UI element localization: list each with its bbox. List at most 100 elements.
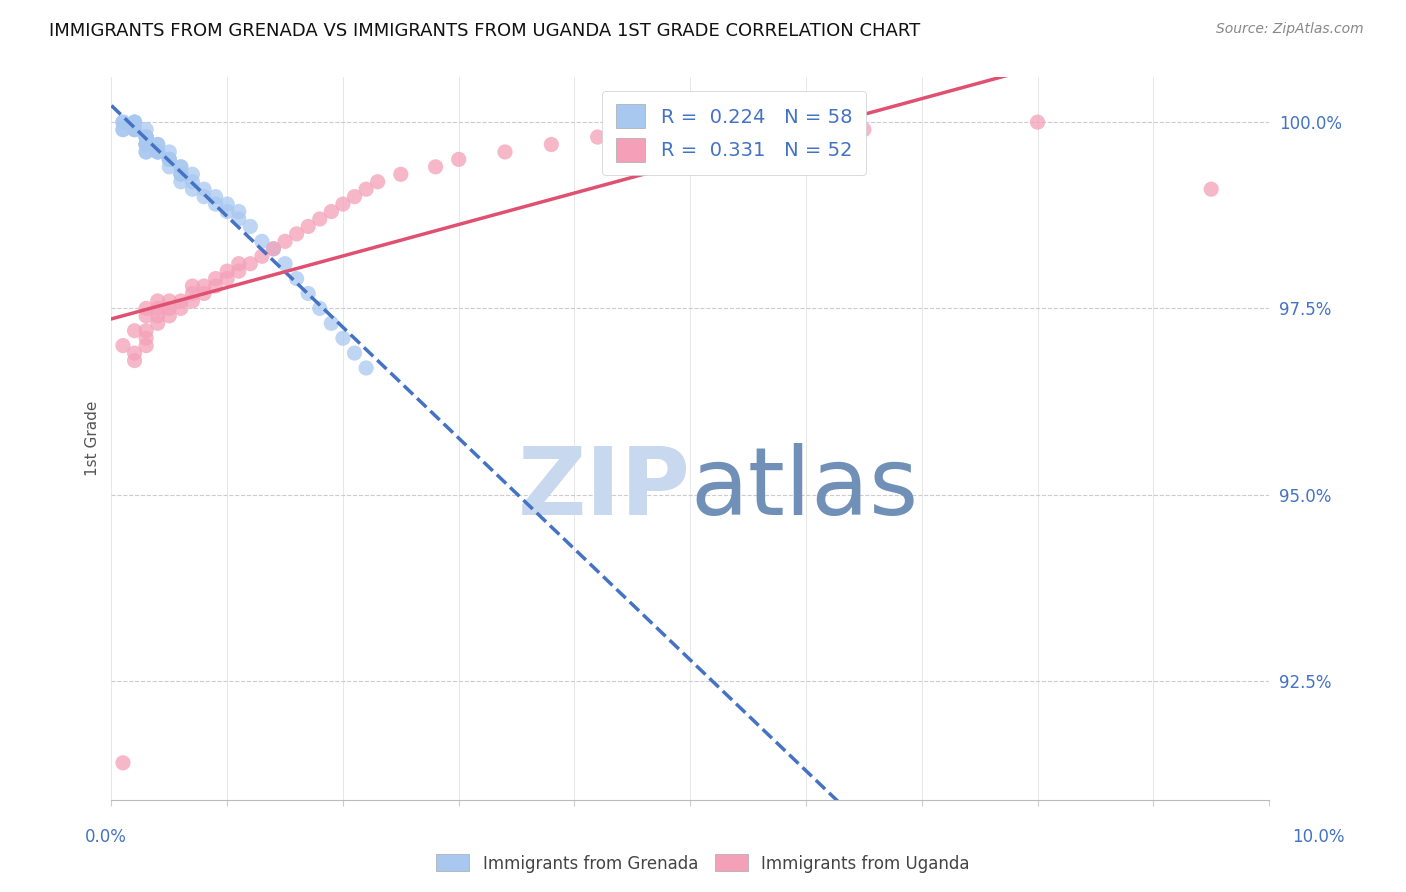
Point <box>343 189 366 203</box>
Point <box>540 137 562 152</box>
Point <box>157 301 180 316</box>
Point <box>135 130 157 145</box>
Point <box>181 279 204 293</box>
Point <box>239 257 262 271</box>
Text: 10.0%: 10.0% <box>1292 828 1346 846</box>
Point <box>135 137 157 152</box>
Point <box>135 122 157 136</box>
Point <box>124 346 146 360</box>
Point <box>111 338 134 352</box>
Point <box>228 257 250 271</box>
Point <box>146 145 169 159</box>
Point <box>135 145 157 159</box>
Point <box>367 175 389 189</box>
Point <box>494 145 516 159</box>
Legend: Immigrants from Grenada, Immigrants from Uganda: Immigrants from Grenada, Immigrants from… <box>429 847 977 880</box>
Point <box>135 324 157 338</box>
Point <box>135 137 157 152</box>
Point <box>124 122 146 136</box>
Point <box>250 235 273 249</box>
Point <box>146 309 169 323</box>
Point <box>263 242 285 256</box>
Point <box>124 324 146 338</box>
Point <box>354 182 377 196</box>
Point <box>111 122 134 136</box>
Point <box>135 338 157 352</box>
Point <box>135 130 157 145</box>
Point <box>332 197 354 211</box>
Point <box>193 182 215 196</box>
Point <box>146 137 169 152</box>
Point <box>274 257 297 271</box>
Point <box>124 115 146 129</box>
Point <box>124 122 146 136</box>
Text: IMMIGRANTS FROM GRENADA VS IMMIGRANTS FROM UGANDA 1ST GRADE CORRELATION CHART: IMMIGRANTS FROM GRENADA VS IMMIGRANTS FR… <box>49 22 921 40</box>
Point <box>308 301 330 316</box>
Point <box>135 309 157 323</box>
Point <box>263 242 285 256</box>
Point <box>146 316 169 330</box>
Point <box>193 286 215 301</box>
Point <box>170 301 193 316</box>
Point <box>285 227 308 241</box>
Point <box>217 271 239 285</box>
Point <box>135 130 157 145</box>
Point <box>228 204 250 219</box>
Point <box>170 167 193 181</box>
Point <box>737 122 759 136</box>
Y-axis label: 1st Grade: 1st Grade <box>86 401 100 476</box>
Point <box>146 137 169 152</box>
Point <box>204 197 226 211</box>
Legend: R =  0.224   N = 58, R =  0.331   N = 52: R = 0.224 N = 58, R = 0.331 N = 52 <box>602 91 866 175</box>
Point <box>157 293 180 308</box>
Point <box>146 145 169 159</box>
Point <box>124 115 146 129</box>
Point <box>217 204 239 219</box>
Point <box>135 137 157 152</box>
Text: ZIP: ZIP <box>517 443 690 535</box>
Point <box>170 167 193 181</box>
Point <box>157 309 180 323</box>
Text: atlas: atlas <box>690 443 918 535</box>
Point <box>157 153 180 167</box>
Point <box>1199 182 1222 196</box>
Point <box>146 293 169 308</box>
Point <box>274 235 297 249</box>
Point <box>250 249 273 263</box>
Point <box>217 197 239 211</box>
Point <box>389 167 412 181</box>
Point <box>285 271 308 285</box>
Point <box>354 361 377 376</box>
Point <box>170 160 193 174</box>
Point <box>332 331 354 345</box>
Text: 0.0%: 0.0% <box>84 828 127 846</box>
Point <box>447 153 470 167</box>
Point <box>204 189 226 203</box>
Point <box>111 115 134 129</box>
Point <box>111 756 134 770</box>
Point <box>124 115 146 129</box>
Point <box>181 175 204 189</box>
Text: Source: ZipAtlas.com: Source: ZipAtlas.com <box>1216 22 1364 37</box>
Point <box>135 331 157 345</box>
Point <box>1026 115 1049 129</box>
Point <box>193 189 215 203</box>
Point <box>425 160 447 174</box>
Point <box>111 122 134 136</box>
Point <box>181 286 204 301</box>
Point <box>193 279 215 293</box>
Point <box>852 122 875 136</box>
Point <box>157 153 180 167</box>
Point <box>586 130 609 145</box>
Point <box>157 160 180 174</box>
Point <box>135 301 157 316</box>
Point <box>321 316 343 330</box>
Point <box>157 153 180 167</box>
Point <box>308 212 330 227</box>
Point <box>297 219 319 234</box>
Point <box>135 137 157 152</box>
Point <box>217 264 239 278</box>
Point <box>343 346 366 360</box>
Point <box>297 286 319 301</box>
Point <box>239 219 262 234</box>
